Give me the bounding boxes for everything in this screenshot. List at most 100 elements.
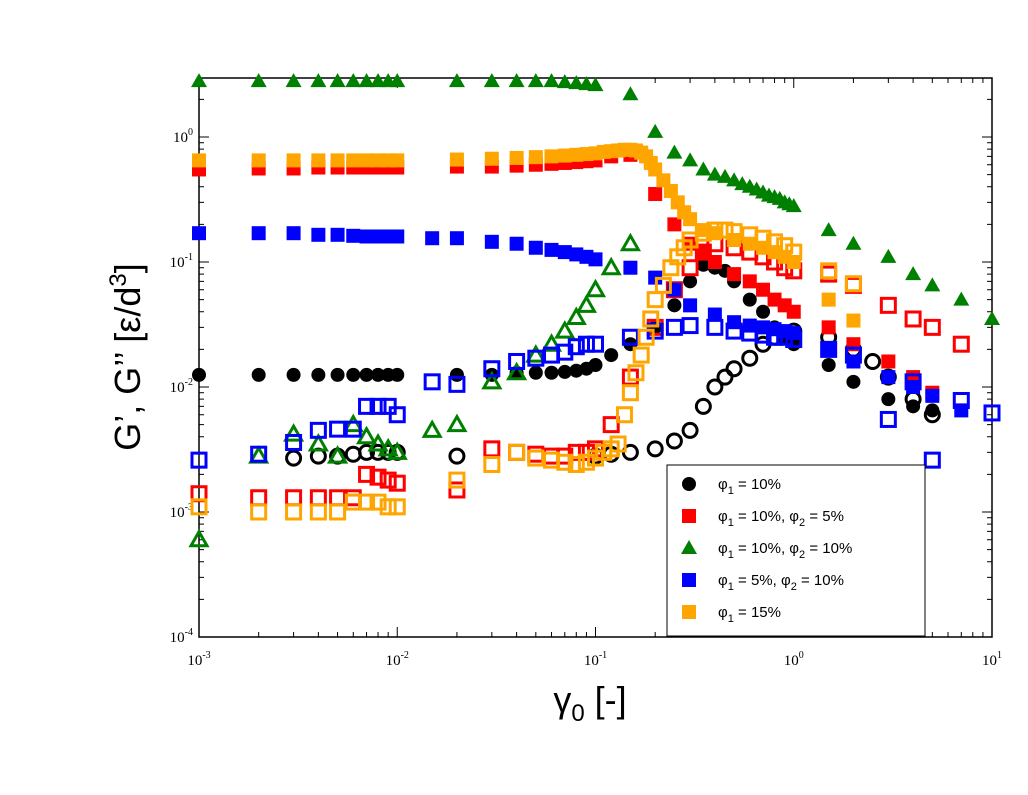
data-point-g-prime: [543, 73, 560, 88]
data-point-g-prime: [250, 73, 267, 88]
data-point-g-prime: [448, 73, 465, 88]
data-point-g-double-prime: [567, 443, 585, 461]
data-point-g-prime: [696, 245, 711, 260]
data-point-g-prime: [286, 367, 301, 382]
data-point-g-double-prime: [369, 468, 387, 486]
data-point-g-double-prime: [527, 449, 545, 467]
data-point-g-prime: [696, 257, 711, 272]
data-point-g-prime: [667, 217, 682, 232]
legend: φ1 = 10%φ1 = 10%, φ2 = 5%φ1 = 10%, φ2 = …: [666, 464, 926, 637]
legend-label-part: φ: [718, 476, 728, 493]
data-point-g-double-prime: [506, 361, 528, 381]
y-tick-label: 10-1: [170, 252, 193, 271]
data-point-g-prime: [557, 148, 572, 163]
data-point-g-prime: [557, 364, 572, 379]
data-point-g-double-prime: [587, 335, 604, 353]
data-point-g-prime: [311, 153, 326, 168]
legend-label-part: = 15%: [734, 604, 781, 621]
data-point-g-prime: [756, 304, 771, 319]
data-point-g-double-prime: [844, 275, 862, 293]
data-point-g-prime: [742, 274, 757, 289]
data-point-g-prime: [345, 73, 362, 88]
data-point-g-prime: [663, 183, 678, 198]
data-point-g-prime: [346, 228, 361, 243]
data-point-g-prime: [544, 365, 559, 380]
data-point-g-prime: [786, 255, 801, 269]
data-point-g-prime: [647, 123, 664, 138]
x-tick-label-exp: -2: [401, 650, 409, 661]
data-point-g-double-prime: [952, 335, 970, 353]
data-point-g-double-prime: [369, 493, 387, 511]
data-point-g-prime: [568, 75, 585, 90]
series-0: [192, 257, 941, 467]
data-point-g-double-prime: [567, 338, 585, 356]
data-point-g-prime: [346, 153, 361, 168]
y-tick-label-base: 10: [170, 380, 185, 396]
data-point-g-double-prime: [358, 443, 376, 461]
legend-label-part: = 5%: [805, 508, 844, 525]
data-point-g-double-prime: [446, 413, 468, 433]
x-tick-label: 100: [784, 650, 804, 669]
data-point-g-prime: [648, 162, 663, 177]
data-point-g-double-prime: [923, 451, 941, 469]
data-point-g-prime: [528, 150, 543, 165]
legend-marker: [682, 605, 696, 619]
data-point-g-prime: [821, 292, 836, 307]
data-point-g-prime: [707, 307, 722, 322]
data-point-g-double-prime: [358, 465, 376, 483]
data-point-g-double-prime: [309, 421, 327, 439]
legend-label-part: φ: [718, 540, 728, 557]
x-tick-label-exp: 1: [997, 650, 1002, 661]
data-point-g-prime: [682, 152, 699, 167]
data-point-g-prime: [756, 320, 771, 335]
data-point-g-double-prime: [326, 445, 349, 464]
data-point-g-prime: [845, 235, 862, 250]
data-point-g-prime: [286, 226, 301, 241]
data-point-g-prime: [623, 260, 638, 275]
data-point-g-prime: [821, 320, 836, 335]
data-point-g-double-prime: [448, 447, 466, 465]
y-axis-label: G’, G’’ [ε/d3]: [105, 263, 148, 450]
data-point-g-prime: [656, 173, 671, 188]
data-point-g-double-prime: [646, 440, 664, 458]
legend-label-part: = 5%, φ: [734, 572, 791, 589]
data-point-g-prime: [192, 367, 206, 382]
data-point-g-double-prime: [358, 397, 376, 415]
data-point-g-double-prime: [508, 352, 526, 370]
data-point-g-prime: [449, 367, 464, 382]
legend-marker: [681, 540, 697, 554]
data-point-g-prime: [588, 252, 603, 267]
data-point-g-prime: [390, 153, 405, 168]
legend-label: φ1 = 10%: [718, 476, 781, 497]
data-point-g-double-prime: [556, 453, 574, 471]
data-point-g-double-prime: [388, 498, 406, 516]
data-point-g-prime: [359, 153, 374, 168]
data-point-g-double-prime: [386, 441, 408, 460]
legend-label-sub: 2: [799, 549, 805, 561]
data-point-g-double-prime: [525, 344, 547, 363]
data-point-g-prime: [544, 242, 559, 257]
data-point-g-prime: [449, 152, 464, 167]
legend-label-part: = 10%, φ: [734, 540, 799, 557]
data-point-g-double-prime: [577, 453, 595, 471]
data-point-g-double-prime: [694, 397, 712, 415]
data-point-g-double-prime: [621, 328, 639, 346]
y-tick-label: 100: [173, 127, 193, 146]
x-tick-label-base: 10: [784, 653, 799, 669]
data-point-g-prime: [557, 245, 572, 260]
data-point-g-double-prime: [285, 489, 303, 507]
data-point-g-prime: [706, 166, 723, 181]
data-point-g-double-prime: [681, 317, 699, 335]
data-point-g-double-prime: [508, 443, 526, 461]
data-point-g-double-prime: [716, 368, 734, 386]
series-4: [190, 142, 862, 521]
data-point-g-double-prime: [879, 296, 897, 314]
data-point-g-prime: [587, 77, 604, 92]
x-tick-label-base: 10: [386, 653, 401, 669]
data-point-g-double-prime: [554, 320, 576, 339]
data-point-g-prime: [846, 313, 861, 328]
data-point-g-prime: [528, 365, 543, 380]
data-point-g-prime: [742, 292, 757, 307]
data-point-g-double-prime: [527, 349, 545, 367]
data-point-g-double-prime: [864, 352, 882, 370]
